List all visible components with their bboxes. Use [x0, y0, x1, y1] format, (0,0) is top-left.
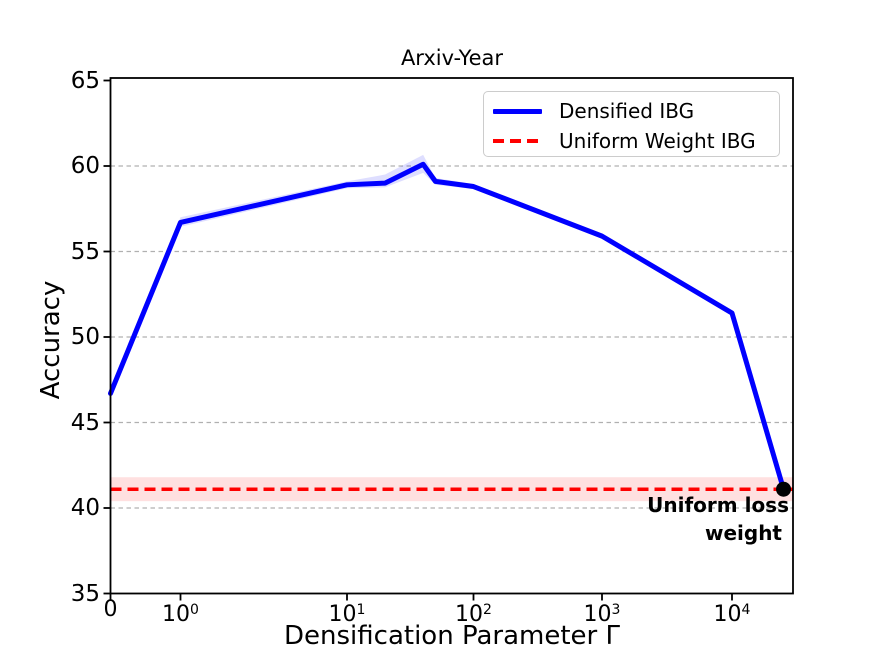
- annotation-uniform-loss-weight: Uniform loss weight: [647, 491, 789, 547]
- blue-series-line: [108, 161, 787, 492]
- x-tick-label: 102: [455, 602, 492, 627]
- x-tick-label: 0: [103, 597, 118, 622]
- y-tick-label: 50: [70, 324, 100, 350]
- end-marker-dot: [776, 481, 792, 497]
- x-axis-label: Densification Parameter Γ: [284, 621, 620, 651]
- legend-solid-line-swatch: [493, 108, 542, 114]
- x-tick-label: 100: [162, 602, 199, 627]
- legend-item: Uniform Weight IBG: [493, 126, 779, 156]
- legend-dashed-line-swatch: [493, 139, 542, 143]
- y-tick-label: 40: [70, 495, 100, 521]
- annotation-line: Uniform loss: [647, 493, 789, 517]
- legend: Densified IBG Uniform Weight IBG: [483, 91, 780, 157]
- annotation-line: weight: [704, 521, 782, 545]
- chart-title: Arxiv-Year: [400, 46, 504, 70]
- y-tick-label: 55: [70, 238, 100, 265]
- x-tick-label: 103: [583, 602, 621, 627]
- blue-confidence-band: [110, 154, 784, 493]
- legend-item-label: Uniform Weight IBG: [559, 129, 756, 153]
- x-tick-label: 104: [713, 602, 751, 627]
- x-tick-label: 101: [328, 602, 366, 627]
- y-tick-label: 35: [70, 580, 100, 607]
- y-tick-label: 60: [70, 153, 100, 179]
- legend-item-label: Densified IBG: [559, 99, 695, 123]
- axis-spines: [109, 77, 794, 595]
- y-tick-label: 65: [70, 67, 100, 94]
- legend-item: Densified IBG: [493, 96, 779, 126]
- y-tick-label: 45: [70, 409, 100, 436]
